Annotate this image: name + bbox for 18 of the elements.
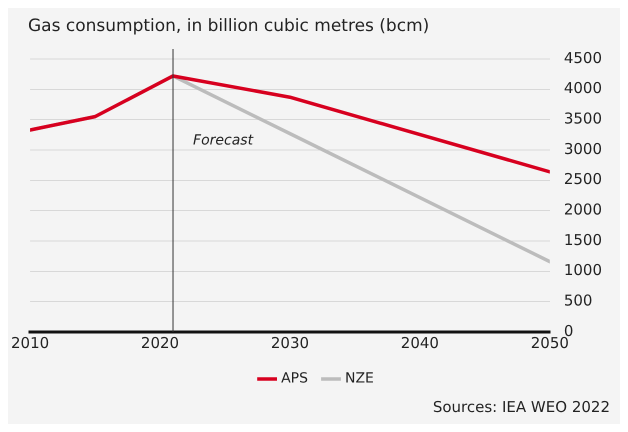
x-tick-label: 2030 [270, 334, 310, 352]
source-note: Sources: IEA WEO 2022 [432, 397, 611, 418]
y-tick-label: 3500 [564, 110, 602, 128]
y-tick-label: 4500 [564, 48, 602, 67]
x-tick-label: 2010 [10, 334, 50, 352]
y-tick-label: 1000 [564, 261, 602, 280]
y-tick-label: 2000 [564, 200, 602, 219]
y-tick-label: 500 [564, 292, 592, 310]
legend-label: NZE [345, 370, 374, 387]
y-tick-label: 1500 [564, 230, 602, 249]
x-tick-label: 2020 [140, 334, 180, 352]
y-tick-label: 2500 [564, 170, 602, 188]
chart-title: Gas consumption, in billion cubic metres (bcm) [27, 15, 430, 36]
legend-label: APS [281, 370, 308, 387]
y-tick-label: 4000 [564, 79, 602, 98]
y-tick-label: 3000 [564, 140, 602, 158]
x-tick-label: 2040 [400, 334, 439, 352]
ref-line-label: Forecast [193, 132, 254, 149]
